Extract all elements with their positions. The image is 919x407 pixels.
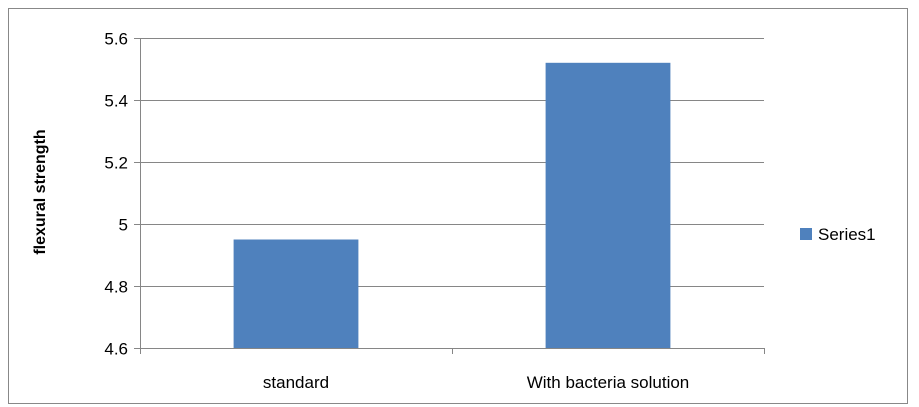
axes (134, 38, 765, 354)
y-tick-label: 5.2 (104, 154, 128, 173)
y-tick-label: 4.8 (104, 278, 128, 297)
bar-with-bacteria-solution (545, 62, 671, 349)
x-tick-label: With bacteria solution (527, 373, 690, 392)
y-tick-label: 5.6 (104, 30, 128, 49)
y-tick-label: 5 (119, 216, 128, 235)
chart-frame (8, 8, 908, 404)
y-axis-title: flexural strength (32, 129, 49, 254)
legend-label-series1: Series1 (818, 225, 876, 244)
bar-standard (233, 239, 359, 348)
legend: Series1 (800, 225, 876, 244)
y-tick-label: 4.6 (104, 340, 128, 359)
legend-swatch-series1 (800, 228, 812, 240)
x-tick-label: standard (263, 373, 329, 392)
bars (233, 62, 671, 349)
tick-labels: 4.6 4.8 5 5.2 5.4 5.6 standard With bacteria so… (104, 30, 689, 393)
y-tick-label: 5.4 (104, 92, 128, 111)
